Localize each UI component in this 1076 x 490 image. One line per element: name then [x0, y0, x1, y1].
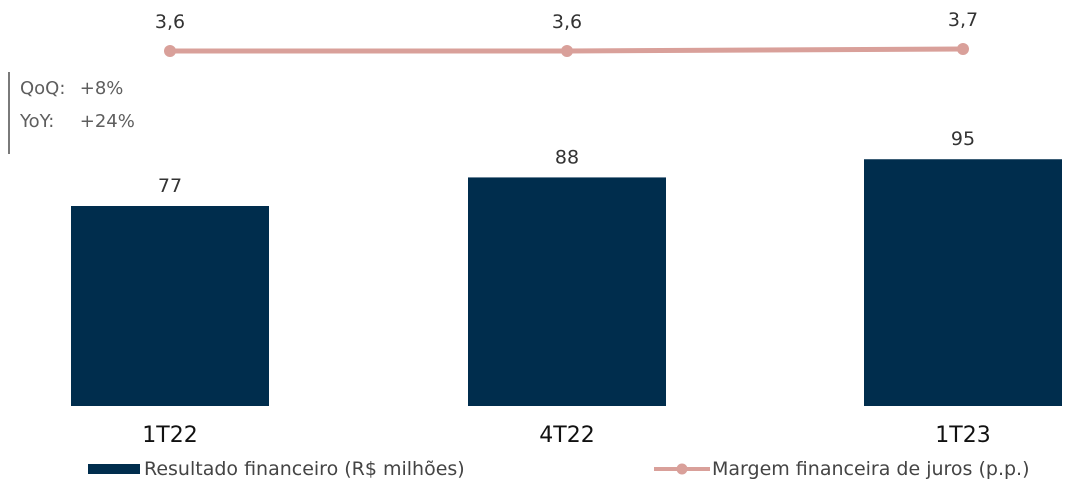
x-tick-label: 1T23: [935, 423, 990, 448]
x-tick-label: 4T22: [539, 423, 594, 448]
line-value-label: 3,6: [155, 11, 185, 33]
line-point: [164, 45, 176, 57]
bar-1T22: [71, 206, 269, 406]
bar-value-label: 77: [158, 175, 182, 197]
qoq-row: QoQ: +8%: [20, 79, 135, 99]
bar-value-label: 88: [555, 146, 579, 168]
legend-swatch-bar: [88, 464, 140, 474]
legend-item-line: Margem financeira de juros (p.p.): [654, 458, 1030, 480]
yoy-row: YoY: +24%: [20, 112, 135, 132]
bar-4T22: [468, 177, 666, 406]
growth-annotations: QoQ: +8% YoY: +24%: [8, 72, 135, 154]
line-point: [957, 43, 969, 55]
legend-label-line: Margem financeira de juros (p.p.): [712, 458, 1030, 480]
qoq-value: +8%: [79, 78, 124, 99]
bar-1T23: [864, 159, 1062, 406]
legend: Resultado financeiro (R$ milhões) Margem…: [0, 458, 1076, 488]
qoq-label: QoQ:: [20, 78, 66, 99]
line-point: [561, 45, 573, 57]
legend-swatch-line: [654, 463, 710, 475]
yoy-value: +24%: [79, 111, 135, 132]
legend-label-bar: Resultado financeiro (R$ milhões): [144, 458, 465, 480]
line-value-label: 3,7: [948, 9, 978, 31]
line-value-label: 3,6: [552, 11, 582, 33]
yoy-label: YoY:: [20, 111, 55, 132]
legend-line-marker: [676, 463, 688, 475]
x-tick-label: 1T22: [142, 423, 197, 448]
legend-item-bar: Resultado financeiro (R$ milhões): [88, 458, 465, 480]
bar-value-label: 95: [951, 128, 975, 150]
